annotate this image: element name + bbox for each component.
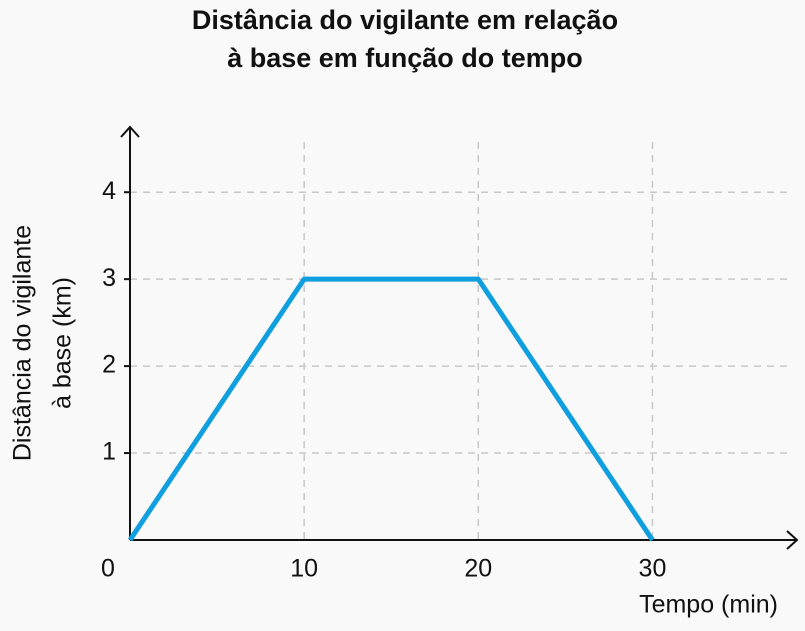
x-tick-label: 0 <box>101 555 115 583</box>
x-axis <box>130 530 799 550</box>
y-tick-label: 2 <box>102 351 116 379</box>
x-tick-label: 20 <box>464 555 492 583</box>
y-tick-label: 1 <box>102 438 116 466</box>
x-axis-label: Tempo (min) <box>639 591 778 619</box>
chart-title: à base em função do tempo <box>227 43 583 73</box>
chart-title: Distância do vigilante em relação <box>192 5 618 35</box>
y-axis-label-line: à base (km) <box>49 277 77 409</box>
y-axis-label-line: Distância do vigilante <box>9 225 37 461</box>
x-tick-label: 10 <box>290 555 318 583</box>
y-axis <box>120 125 140 540</box>
x-tick-label: 30 <box>639 555 667 583</box>
y-tick-label: 3 <box>102 264 116 292</box>
data-line <box>127 276 655 542</box>
y-tick-label: 4 <box>102 177 116 205</box>
y-axis-label: Distância do vigilante à base (km) <box>9 225 77 461</box>
